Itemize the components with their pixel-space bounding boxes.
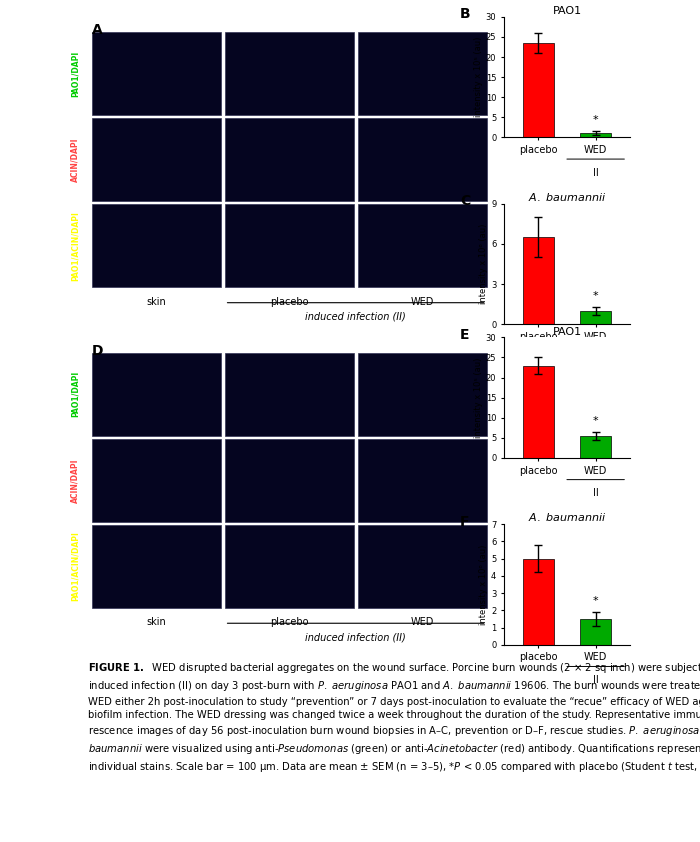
Text: WED: WED — [410, 296, 434, 306]
Bar — [523, 365, 554, 458]
FancyBboxPatch shape — [92, 32, 220, 115]
Title: $\it{A.\ baumannii}$: $\it{A.\ baumannii}$ — [528, 511, 606, 524]
Text: PAO1/DAPI: PAO1/DAPI — [71, 51, 79, 97]
FancyBboxPatch shape — [225, 205, 354, 287]
Text: *: * — [593, 115, 598, 125]
Title: PAO1: PAO1 — [552, 327, 582, 337]
Text: *: * — [593, 596, 598, 606]
Text: E: E — [460, 328, 470, 342]
Y-axis label: intensity x 10⁶ (au): intensity x 10⁶ (au) — [480, 544, 488, 625]
FancyBboxPatch shape — [358, 32, 486, 115]
Bar — [580, 619, 611, 645]
FancyBboxPatch shape — [92, 439, 220, 522]
FancyBboxPatch shape — [358, 205, 486, 287]
FancyBboxPatch shape — [358, 525, 486, 608]
Title: $\it{A.\ baumannii}$: $\it{A.\ baumannii}$ — [528, 191, 606, 203]
Text: PAO1/ACIN/DAPI: PAO1/ACIN/DAPI — [71, 210, 79, 280]
Text: ACIN/DAPI: ACIN/DAPI — [71, 458, 79, 503]
Text: WED: WED — [410, 617, 434, 627]
FancyBboxPatch shape — [358, 118, 486, 201]
FancyBboxPatch shape — [225, 118, 354, 201]
Y-axis label: intensity x 10⁵ (au): intensity x 10⁵ (au) — [474, 37, 483, 117]
Text: II: II — [593, 675, 598, 685]
FancyBboxPatch shape — [225, 353, 354, 436]
Text: PAO1/ACIN/DAPI: PAO1/ACIN/DAPI — [71, 531, 79, 601]
Bar — [580, 133, 611, 137]
Text: A: A — [92, 23, 102, 37]
Bar — [523, 43, 554, 137]
Bar — [580, 436, 611, 458]
FancyBboxPatch shape — [92, 205, 220, 287]
Text: F: F — [460, 514, 470, 529]
Text: induced infection (II): induced infection (II) — [305, 312, 406, 322]
Title: PAO1: PAO1 — [552, 6, 582, 16]
FancyBboxPatch shape — [92, 353, 220, 436]
Text: B: B — [460, 8, 470, 21]
FancyBboxPatch shape — [358, 439, 486, 522]
FancyBboxPatch shape — [225, 525, 354, 608]
Text: ACIN/DAPI: ACIN/DAPI — [71, 137, 79, 182]
Y-axis label: intensity x 10⁶ (au): intensity x 10⁶ (au) — [480, 224, 488, 304]
Text: $\bf{FIGURE\ 1.}$  WED disrupted bacterial aggregates on the wound surface. Porc: $\bf{FIGURE\ 1.}$ WED disrupted bacteria… — [88, 662, 700, 774]
FancyBboxPatch shape — [225, 439, 354, 522]
Text: skin: skin — [146, 296, 166, 306]
Text: skin: skin — [146, 617, 166, 627]
Bar — [523, 237, 554, 324]
Text: II: II — [593, 168, 598, 178]
Bar — [523, 558, 554, 645]
FancyBboxPatch shape — [225, 32, 354, 115]
Y-axis label: intensity x 10⁵ (au): intensity x 10⁵ (au) — [474, 358, 483, 438]
Text: II: II — [593, 488, 598, 498]
Text: D: D — [92, 344, 103, 358]
FancyBboxPatch shape — [92, 118, 220, 201]
FancyBboxPatch shape — [92, 525, 220, 608]
Text: *: * — [593, 290, 598, 301]
Text: *: * — [593, 416, 598, 426]
Text: induced infection (II): induced infection (II) — [305, 632, 406, 642]
Text: placebo: placebo — [270, 617, 309, 627]
Text: placebo: placebo — [270, 296, 309, 306]
Text: II: II — [593, 354, 598, 365]
FancyBboxPatch shape — [358, 353, 486, 436]
Text: PAO1/DAPI: PAO1/DAPI — [71, 371, 79, 418]
Text: C: C — [460, 194, 470, 208]
Bar — [580, 311, 611, 324]
